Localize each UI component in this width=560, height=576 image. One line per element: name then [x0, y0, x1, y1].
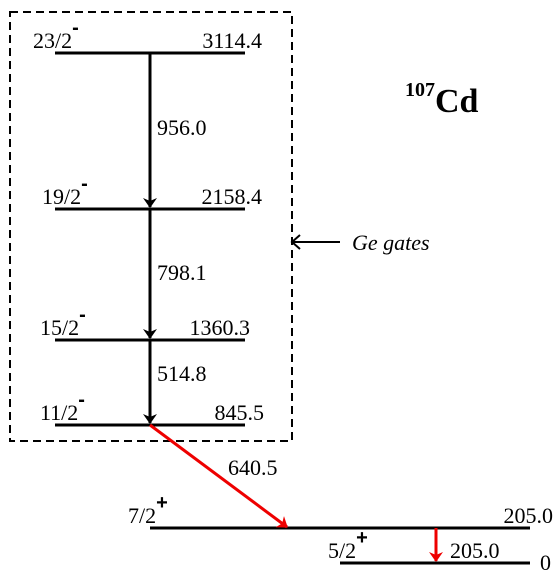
parity: -: [81, 173, 88, 195]
level-spin: 7/2+: [128, 492, 168, 528]
mass-number: 107: [405, 79, 435, 101]
parity: -: [78, 389, 85, 411]
spin: 7/2: [128, 503, 156, 528]
parity: +: [156, 492, 168, 514]
level-spin: 11/2-: [40, 389, 85, 425]
gate-label: Ge gates: [352, 230, 430, 255]
spin: 11/2: [40, 400, 78, 425]
spin: 15/2: [40, 315, 79, 340]
level-energy: 1360.3: [190, 315, 251, 340]
level-energy: 845.5: [215, 400, 265, 425]
element: Cd: [435, 83, 479, 120]
level-energy: 2158.4: [202, 184, 263, 209]
transition-energy: 798.1: [157, 260, 207, 285]
parity: -: [72, 17, 79, 39]
gate-pointer-head: [290, 234, 301, 250]
nucleus-label: 107Cd: [405, 79, 479, 120]
parity: +: [356, 527, 368, 549]
level-energy: 205.0: [504, 503, 554, 528]
level-energy: 3114.4: [202, 28, 262, 53]
spin: 23/2: [33, 28, 72, 53]
transition-energy: 205.0: [450, 538, 500, 563]
gate-box: [9, 11, 293, 442]
level-spin: 19/2-: [42, 173, 88, 209]
transition-energy: 514.8: [157, 361, 207, 386]
level-spin: 23/2-: [33, 17, 79, 53]
level-spin: 5/2+: [328, 527, 368, 563]
parity: -: [79, 304, 86, 326]
transition-energy: 956.0: [157, 115, 207, 140]
spin: 5/2: [328, 538, 356, 563]
transition-arrow: [149, 423, 288, 529]
transition-energy: 640.5: [228, 455, 278, 480]
spin: 19/2: [42, 184, 81, 209]
level-energy: 0: [540, 550, 551, 575]
level-spin: 15/2-: [40, 304, 86, 340]
